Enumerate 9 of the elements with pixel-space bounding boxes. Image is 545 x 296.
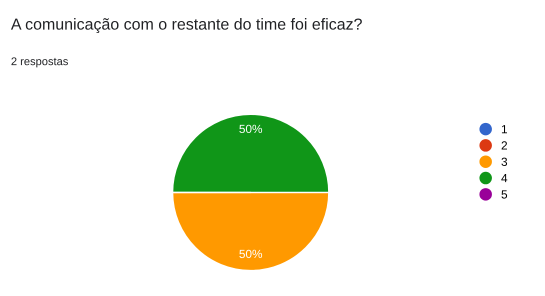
legend-label: 3 [501, 158, 508, 166]
legend-label: 2 [502, 141, 507, 150]
legend-label: 5 [502, 190, 508, 199]
text: 2 respostas [11, 57, 68, 68]
legend-label: 1 [502, 125, 508, 134]
chart-title: A comunicação com o restante do time foi eficaz? [10, 18, 362, 33]
legend-label: 4 [501, 174, 508, 182]
data-label: 50% [239, 250, 262, 258]
data-label: 50% [239, 124, 262, 134]
